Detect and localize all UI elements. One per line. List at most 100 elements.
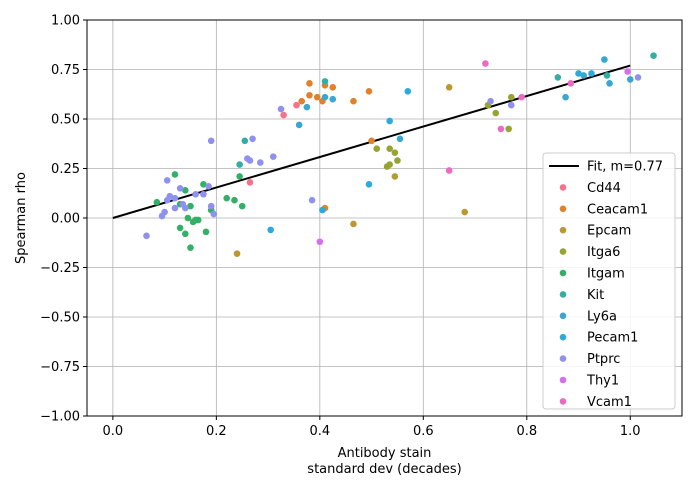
legend-label: Cd44 (587, 181, 621, 196)
data-point (404, 87, 412, 95)
legend-swatch (559, 269, 567, 277)
data-point (182, 186, 189, 194)
x-tick-label: 0.2 (206, 424, 227, 439)
data-point (650, 52, 657, 59)
legend-label: Itga6 (587, 245, 620, 260)
data-point (246, 179, 254, 186)
x-tick-label: 0.4 (309, 424, 330, 439)
data-point (365, 181, 373, 188)
data-point (187, 244, 194, 251)
series-pecam1 (267, 70, 595, 234)
data-point (321, 78, 329, 85)
series-ly6a (295, 56, 634, 143)
series-ceacam1 (298, 80, 375, 212)
data-point (562, 93, 569, 101)
data-point (445, 84, 453, 91)
data-point (176, 224, 184, 232)
x-tick-label: 1.0 (620, 424, 641, 439)
y-tick-label: 0.50 (51, 113, 80, 128)
data-point (153, 198, 161, 206)
legend-label: Vcam1 (587, 395, 632, 410)
data-point (187, 202, 194, 210)
data-point (176, 185, 184, 192)
data-point (391, 173, 399, 180)
data-point (329, 84, 337, 91)
data-point (507, 101, 515, 109)
data-point (329, 95, 337, 103)
data-point (319, 206, 326, 214)
data-point (143, 232, 150, 240)
data-point (202, 228, 210, 236)
x-tick-label: 0.0 (103, 424, 124, 439)
legend-label: Fit, m=0.77 (587, 160, 663, 175)
data-point (295, 121, 303, 129)
data-point (298, 97, 306, 105)
data-point (171, 194, 179, 202)
legend: Fit, m=0.77 Cd44 Ceacam1 Epcam Itga6 Itgam Kit… (542, 152, 676, 410)
data-point (246, 157, 254, 164)
legend-swatch (559, 291, 567, 298)
data-point (505, 125, 512, 133)
data-point (396, 135, 404, 143)
y-tick-label: 0.75 (51, 63, 80, 78)
y-tick-label: 1.00 (51, 14, 80, 29)
data-point (308, 196, 316, 204)
y-tick-label: 0.00 (51, 212, 80, 227)
data-point (236, 161, 243, 168)
data-point (313, 93, 321, 101)
data-point (231, 196, 238, 204)
x-tick-label: 0.6 (413, 424, 434, 439)
legend-swatch (559, 355, 567, 362)
data-point (236, 173, 243, 180)
data-points (143, 52, 657, 257)
data-point (350, 220, 357, 228)
data-point (492, 109, 500, 117)
data-point (241, 137, 249, 145)
data-point (487, 97, 494, 105)
data-point (554, 74, 562, 81)
data-point (280, 111, 287, 119)
data-point (171, 204, 179, 212)
series-itga6 (373, 93, 515, 170)
series-vcam1 (445, 60, 575, 174)
legend-label: Pecam1 (587, 331, 638, 346)
data-point (161, 208, 168, 216)
data-point (171, 171, 179, 178)
data-point (316, 238, 324, 246)
series-ptprc (143, 74, 642, 240)
legend-swatch (559, 248, 567, 255)
y-tick-label: 0.25 (51, 162, 80, 177)
x-axis-label-line-2: standard dev (decades) (307, 462, 461, 477)
data-point (200, 181, 207, 188)
data-point (182, 230, 189, 238)
data-point (368, 137, 375, 145)
data-point (163, 177, 171, 184)
data-point (575, 70, 582, 77)
data-point (350, 97, 357, 105)
data-point (194, 216, 202, 224)
legend-swatch (559, 333, 567, 341)
legend-label: Kit (587, 288, 604, 303)
data-point (182, 204, 189, 212)
data-point (200, 190, 207, 198)
data-point (394, 157, 401, 164)
x-tick-label: 0.8 (516, 424, 537, 439)
legend-swatch (559, 184, 567, 191)
data-point (603, 72, 611, 79)
data-point (267, 226, 274, 234)
data-point (257, 159, 264, 166)
data-point (567, 80, 575, 87)
data-point (580, 72, 587, 79)
legend-swatch (559, 205, 567, 213)
data-point (184, 214, 192, 222)
data-point (166, 192, 174, 200)
data-point (497, 125, 505, 133)
data-point (293, 101, 300, 109)
data-point (386, 117, 393, 125)
data-point (238, 202, 246, 210)
series-epcam (233, 84, 468, 257)
data-point (606, 80, 613, 87)
legend-label: Epcam (587, 224, 631, 239)
legend-label: Ptprc (587, 352, 620, 367)
data-point (365, 87, 373, 95)
